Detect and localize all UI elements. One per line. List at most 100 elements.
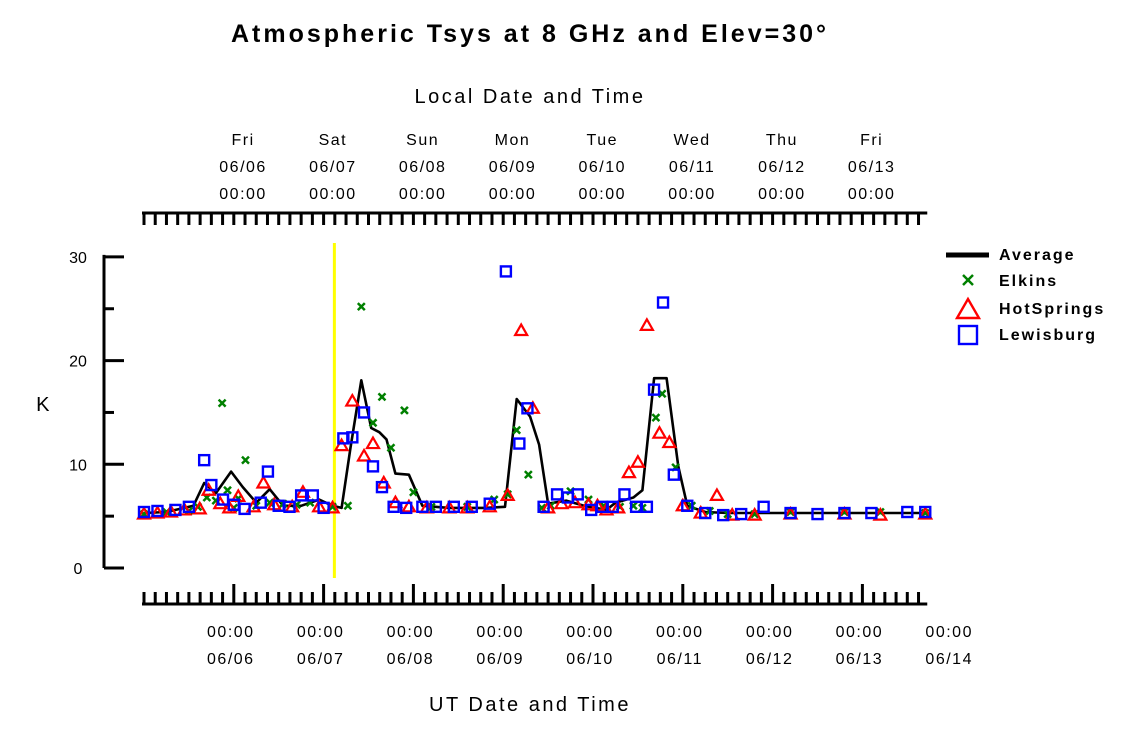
data-point xyxy=(651,413,661,423)
top-tick-date: 06/11 xyxy=(669,159,715,176)
top-tick-time: 00:00 xyxy=(309,186,357,203)
y-axis-label: K xyxy=(36,394,52,416)
data-point xyxy=(283,500,296,514)
top-tick-weekday: Sat xyxy=(319,132,348,149)
data-point xyxy=(571,488,584,501)
legend-label: HotSprings xyxy=(999,301,1105,318)
x-stroke xyxy=(217,398,227,408)
data-point xyxy=(512,425,522,435)
data-point xyxy=(197,453,211,467)
data-point xyxy=(865,506,878,520)
x-stroke xyxy=(223,485,232,495)
data-point xyxy=(465,500,478,514)
data-point xyxy=(638,317,655,331)
bottom-tick-time: 00:00 xyxy=(566,624,614,641)
x-stroke xyxy=(657,389,667,399)
bottom-tick-date: 06/08 xyxy=(387,651,435,668)
data-point xyxy=(838,506,851,520)
data-point xyxy=(261,465,275,478)
data-point xyxy=(400,405,409,415)
data-point xyxy=(717,508,730,522)
x-stroke xyxy=(386,443,396,453)
y-tick-label: 0 xyxy=(74,561,83,578)
top-tick-time: 00:00 xyxy=(668,186,716,203)
series-hotsprings xyxy=(136,317,934,521)
bottom-tick-time: 00:00 xyxy=(476,624,524,641)
data-point xyxy=(254,496,267,509)
data-point xyxy=(366,460,380,473)
top-tick-time: 00:00 xyxy=(848,186,896,203)
legend-item-hotsprings: HotSprings xyxy=(954,296,1105,320)
data-point xyxy=(429,500,443,514)
y-tick-label: 10 xyxy=(69,457,87,474)
data-point xyxy=(356,447,372,462)
data-point xyxy=(365,435,381,450)
data-point xyxy=(255,474,272,489)
top-tick-date: 06/10 xyxy=(578,159,626,176)
data-point xyxy=(523,470,533,480)
data-point xyxy=(746,506,763,521)
data-point xyxy=(647,383,661,396)
bottom-tick-time: 00:00 xyxy=(746,624,794,641)
top-tick-weekday: Sun xyxy=(406,132,439,149)
data-point xyxy=(375,480,389,494)
axes: 0 10 20 30 00:00 06/06 00:00 06/07 00:00 06/08 00:… xyxy=(69,132,971,668)
data-point xyxy=(400,501,413,515)
data-point xyxy=(317,501,330,515)
legend-item-elkins: Elkins xyxy=(962,273,1056,290)
top-tick-weekday: Wed xyxy=(674,132,711,149)
y-tick-label: 20 xyxy=(69,354,87,371)
legend: Average Elkins HotSprings Lewisburg xyxy=(946,247,1105,346)
top-tick-date: 06/08 xyxy=(399,159,447,176)
data-marks xyxy=(136,243,934,578)
x-stroke xyxy=(343,501,353,511)
data-point xyxy=(699,506,712,520)
x-stroke xyxy=(409,487,418,497)
data-point xyxy=(521,402,534,415)
data-point xyxy=(640,500,654,514)
x-stroke xyxy=(356,302,366,312)
bottom-tick-date: 06/10 xyxy=(566,651,614,668)
data-point xyxy=(409,487,418,497)
data-point xyxy=(416,500,429,514)
bottom-tick-time: 00:00 xyxy=(207,624,255,641)
data-point xyxy=(618,488,631,501)
data-point xyxy=(513,437,526,450)
data-point xyxy=(661,434,678,449)
y-tick-label: 30 xyxy=(69,250,87,267)
data-point xyxy=(163,503,179,518)
bottom-tick-date: 06/09 xyxy=(476,651,524,668)
data-point xyxy=(294,489,308,502)
data-point xyxy=(734,507,748,521)
x-stroke xyxy=(241,455,250,465)
bottom-tick-time: 00:00 xyxy=(836,624,884,641)
top-tick-time: 00:00 xyxy=(578,186,626,203)
data-point xyxy=(377,392,387,402)
bottom-tick-time: 00:00 xyxy=(656,624,704,641)
top-tick-date: 06/06 xyxy=(219,159,267,176)
data-point xyxy=(344,392,361,407)
data-point xyxy=(537,500,550,514)
top-tick-date: 06/12 xyxy=(758,159,806,176)
bottom-axis-label: UT Date and Time xyxy=(429,694,631,716)
bottom-tick-time: 00:00 xyxy=(387,624,435,641)
series-line xyxy=(143,376,926,515)
top-axis-label: Local Date and Time xyxy=(415,86,646,108)
data-point xyxy=(901,505,914,519)
data-point xyxy=(656,296,670,309)
data-point xyxy=(784,506,797,520)
data-point xyxy=(598,501,615,516)
data-point xyxy=(513,322,530,337)
data-point xyxy=(811,507,824,521)
legend-item-lewisburg: Lewisburg xyxy=(957,324,1095,346)
top-tick-weekday: Tue xyxy=(587,132,618,149)
top-tick-date: 06/13 xyxy=(848,159,896,176)
data-point xyxy=(205,478,218,492)
legend-label: Average xyxy=(999,247,1076,264)
data-point xyxy=(182,500,196,514)
x-stroke xyxy=(377,392,387,402)
data-point xyxy=(217,398,227,408)
data-point xyxy=(917,505,934,520)
legend-swatch xyxy=(957,324,979,346)
